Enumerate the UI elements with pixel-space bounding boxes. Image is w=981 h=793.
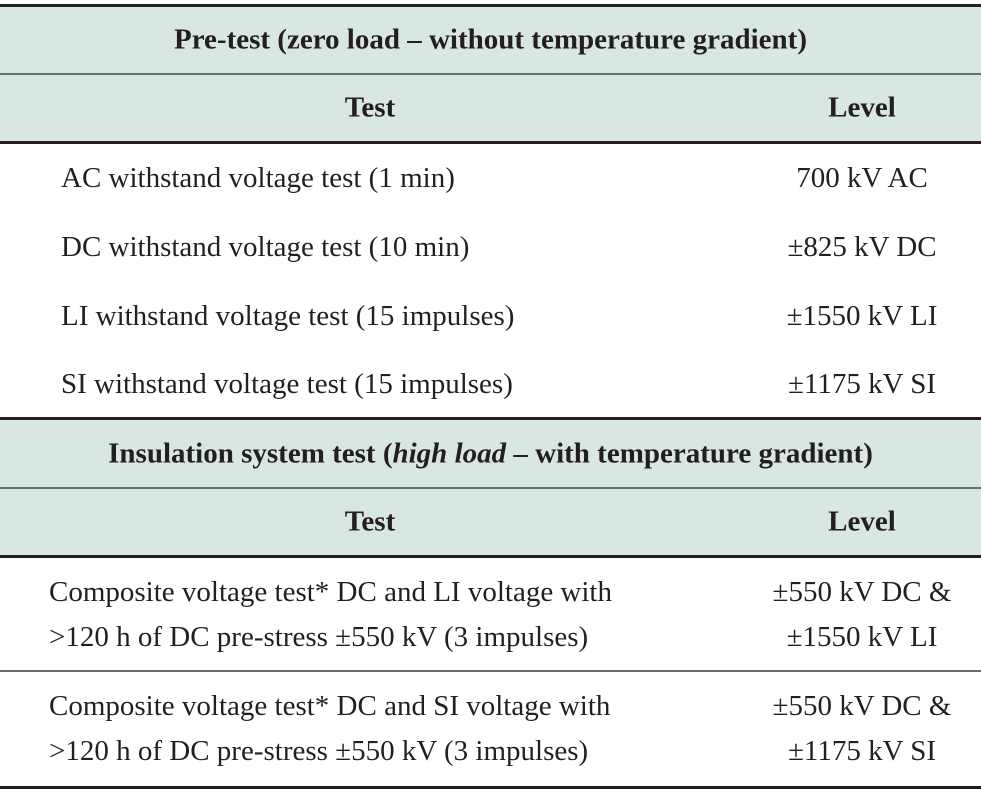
table-top-rule (0, 4, 981, 7)
table-row-test-line2: >120 h of DC pre-stress ±550 kV (3 impul… (49, 735, 589, 767)
column-header-level: Level (828, 91, 896, 124)
section-title-divider (0, 487, 981, 489)
table-row-level-line1: ±550 kV DC & (772, 690, 952, 722)
table-row: Composite voltage test* DC and LI voltag… (0, 558, 981, 670)
table-row-test: LI withstand voltage test (15 impulses) (61, 300, 515, 332)
table-row-level: ±1175 kV SI (787, 368, 937, 400)
title-part-pre: Insulation system test ( (108, 437, 393, 469)
table-row-test-line1: Composite voltage test* DC and SI voltag… (49, 690, 611, 722)
table-row-test-line1: Composite voltage test* DC and LI voltag… (49, 576, 612, 608)
title-part-post: – with temperature gradient) (506, 437, 873, 469)
pretest-body: AC withstand voltage test (1 min) 700 kV… (0, 144, 981, 419)
row-divider (0, 670, 981, 672)
column-header-level: Level (828, 505, 896, 538)
table-row-level: ±825 kV DC (787, 231, 937, 263)
table-row-test-line2: >120 h of DC pre-stress ±550 kV (3 impul… (49, 621, 589, 653)
column-header-test: Test (344, 505, 396, 538)
section-title-pretest: Pre-test (zero load – without temperatur… (0, 7, 981, 73)
table-row-level: 700 kV AC (796, 162, 928, 194)
table-row: Composite voltage test* DC and SI voltag… (0, 672, 981, 785)
section-separator-rule (0, 417, 981, 420)
section-title-insulation: Insulation system test (high load – with… (0, 420, 981, 487)
table-row-test: DC withstand voltage test (10 min) (61, 231, 470, 263)
column-header-row: Test Level (0, 75, 981, 141)
table-row-test: SI withstand voltage test (15 impulses) (61, 368, 513, 400)
table-bottom-rule (0, 786, 981, 789)
table-row-level-line2: ±1550 kV LI (786, 621, 938, 653)
table-row-level-line2: ±1175 kV SI (787, 735, 937, 767)
table-row-level: ±1550 kV LI (786, 300, 938, 332)
header-bottom-rule (0, 555, 981, 558)
table-row-test: AC withstand voltage test (1 min) (61, 162, 455, 194)
title-part-italic: high load (392, 437, 507, 469)
table-row-level-line1: ±550 kV DC & (772, 576, 952, 608)
column-header-test: Test (344, 91, 396, 124)
column-header-row: Test Level (0, 489, 981, 555)
section-title-pretest-text: Pre-test (zero load – without temperatur… (173, 23, 807, 56)
section-title-divider (0, 73, 981, 75)
section-title-insulation-text: Insulation system test (high load – with… (0, 439, 981, 468)
header-bottom-rule (0, 141, 981, 144)
